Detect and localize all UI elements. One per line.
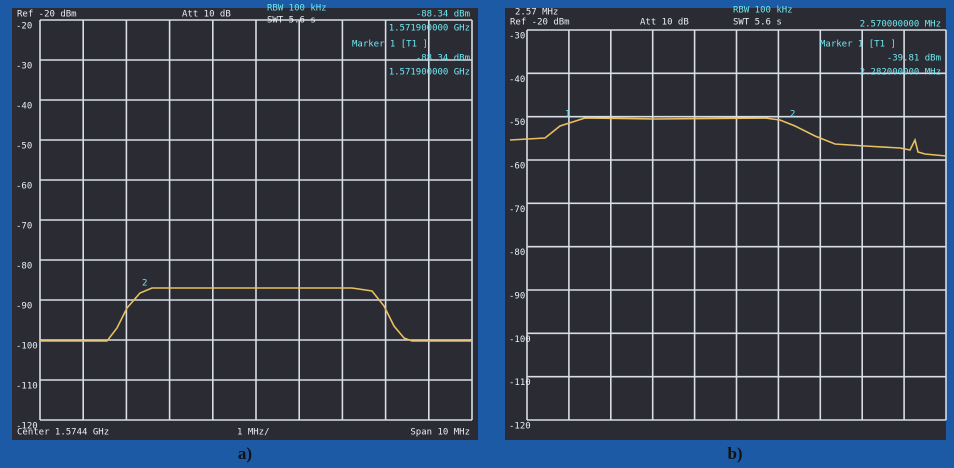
y-label: -110 [509, 378, 531, 388]
y-label: -120 [509, 422, 531, 432]
y-label: -90 [16, 302, 32, 312]
marker-freq: 2.282000000 MHz [860, 68, 941, 78]
caption: a) [238, 444, 252, 463]
y-label: -20 [16, 22, 32, 32]
y-label: -100 [16, 342, 38, 352]
top: 2.57 MHz [515, 8, 558, 18]
footer-div: 1 MHz/ [237, 428, 270, 438]
freq: 1.571900000 GHz [389, 24, 470, 34]
trace-marker: 2 [142, 279, 147, 289]
marker-level: -88.34 dBm [416, 54, 470, 64]
footer-span: Span 10 MHz [410, 428, 470, 438]
y-label: -110 [16, 382, 38, 392]
y-label: -70 [509, 205, 525, 215]
marker-freq: 1.571900000 GHz [389, 68, 470, 78]
panel-b: 2.57 MHz Ref -20 dBm Att 10 dB RBW 100 k… [505, 6, 946, 441]
y-label: -40 [509, 75, 525, 85]
y-label: -100 [509, 335, 531, 345]
swt: SWT 5.6 s [733, 18, 782, 28]
y-label: -60 [509, 162, 525, 172]
y-label: -60 [16, 182, 32, 192]
trace-marker: 2 [790, 110, 795, 120]
swt: SWT 5.6 s [267, 16, 316, 26]
y-label: -30 [509, 32, 525, 42]
figure: Ref -20 dBm Att 10 dB RBW 100 kHz SWT 5.… [0, 0, 954, 468]
rbw: RBW 100 kHz [733, 6, 793, 16]
marker-title: Marker 1 [T1 ] [352, 40, 428, 50]
caption: b) [727, 444, 742, 463]
y-label: -50 [509, 118, 525, 128]
y-label: -70 [16, 222, 32, 232]
trace-marker: 1 [565, 110, 570, 120]
marker-level: -39.81 dBm [887, 54, 941, 64]
y-label: -80 [509, 248, 525, 258]
att: Att 10 dB [182, 10, 231, 20]
marker-title: Marker 1 [T1 ] [820, 40, 896, 50]
y-label: -120 [16, 422, 38, 432]
y-label: -50 [16, 142, 32, 152]
y-label: -90 [509, 292, 525, 302]
rbw: RBW 100 kHz [267, 4, 327, 14]
y-label: -40 [16, 102, 32, 112]
ref: Ref -20 dBm [510, 18, 570, 28]
panel-a: Ref -20 dBm Att 10 dB RBW 100 kHz SWT 5.… [12, 4, 478, 441]
level: -88.34 dBm [416, 10, 470, 20]
ref: Ref -20 dBm [17, 10, 77, 20]
y-label: -30 [16, 62, 32, 72]
freq: 2.570000000 MHz [860, 20, 941, 30]
att: Att 10 dB [640, 18, 689, 28]
y-label: -80 [16, 262, 32, 272]
